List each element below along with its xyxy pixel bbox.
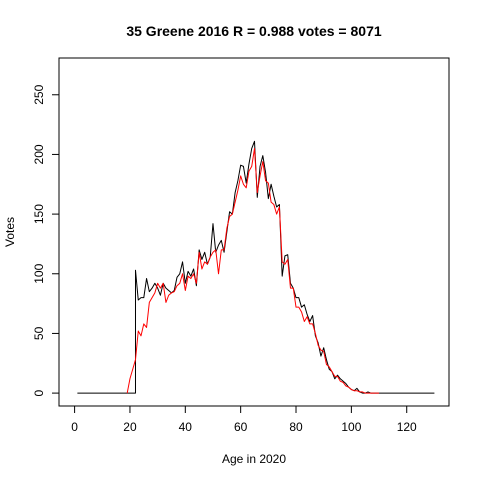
y-tick-label: 50 bbox=[32, 326, 46, 340]
x-tick-label: 20 bbox=[123, 420, 137, 434]
x-tick-label: 120 bbox=[397, 420, 417, 434]
y-tick-label: 200 bbox=[32, 144, 46, 164]
series-line-2 bbox=[126, 147, 380, 394]
y-axis-label: Votes bbox=[3, 217, 17, 247]
series-layer bbox=[77, 140, 435, 394]
x-tick-label: 100 bbox=[341, 420, 361, 434]
y-tick-label: 100 bbox=[32, 263, 46, 283]
y-tick-label: 150 bbox=[32, 204, 46, 224]
x-tick-label: 0 bbox=[71, 420, 78, 434]
chart-title: 35 Greene 2016 R = 0.988 votes = 8071 bbox=[126, 23, 382, 39]
x-axis: 0 20 40 60 80 100 120 bbox=[71, 405, 417, 434]
y-tick-label: 0 bbox=[32, 389, 46, 396]
y-axis: 0 50 100 150 200 250 bbox=[32, 84, 60, 396]
x-tick-label: 60 bbox=[234, 420, 248, 434]
series-line-1 bbox=[77, 140, 435, 394]
x-tick-label: 80 bbox=[289, 420, 303, 434]
y-tick-label: 250 bbox=[32, 84, 46, 104]
x-axis-label: Age in 2020 bbox=[222, 452, 286, 466]
x-tick-label: 40 bbox=[179, 420, 193, 434]
